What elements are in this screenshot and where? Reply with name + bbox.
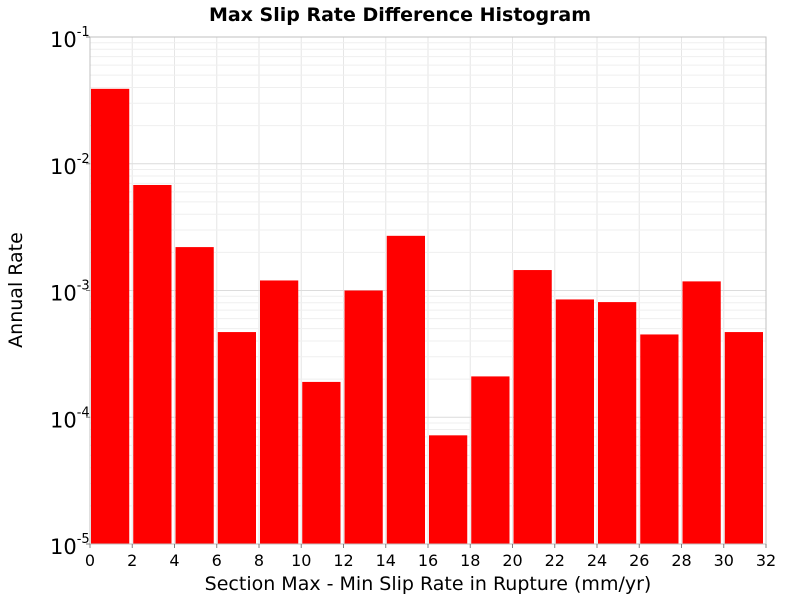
bar-10: [513, 270, 552, 544]
x-tick-label: 14: [376, 551, 396, 570]
bar-11: [555, 299, 594, 544]
x-tick-label: 22: [545, 551, 565, 570]
x-tick-label: 18: [460, 551, 480, 570]
chart-title: Max Slip Rate Difference Histogram: [209, 4, 591, 26]
y-tick-exponent: -1: [77, 25, 90, 40]
x-tick-label: 26: [629, 551, 649, 570]
bar-3: [217, 332, 256, 544]
x-tick-label: 4: [169, 551, 179, 570]
bar-13: [640, 334, 679, 544]
y-tick-exponent: -2: [77, 152, 90, 167]
bar-6: [344, 290, 383, 544]
bar-9: [471, 376, 510, 544]
y-tick-exponent: -4: [77, 405, 90, 420]
x-tick-label: 16: [418, 551, 438, 570]
y-tick-label: 10-4: [50, 405, 90, 432]
bar-15: [724, 332, 763, 544]
x-tick-label: 2: [127, 551, 137, 570]
bar-2: [175, 247, 214, 544]
x-tick-label: 10: [291, 551, 311, 570]
x-tick-label: 8: [254, 551, 264, 570]
bar-1: [133, 184, 172, 544]
bar-7: [386, 235, 425, 544]
x-tick-label: 12: [333, 551, 353, 570]
y-axis-ticks: 10-5 10-4 10-3 10-2 10-1: [50, 25, 90, 559]
x-tick-label: 24: [587, 551, 607, 570]
bar-8: [429, 435, 468, 544]
y-axis-label: Annual Rate: [5, 232, 27, 348]
x-tick-label: 0: [85, 551, 95, 570]
y-tick-label: 10-1: [50, 25, 90, 52]
x-tick-label: 28: [671, 551, 691, 570]
bar-12: [598, 302, 637, 544]
x-tick-label: 30: [714, 551, 734, 570]
bar-0: [91, 88, 130, 545]
y-tick-exponent: -3: [77, 279, 90, 294]
y-tick-label: 10-2: [50, 152, 90, 179]
bar-14: [682, 281, 721, 544]
bar-5: [302, 381, 341, 544]
x-axis-ticks: 0 2 4 6 8 10 12 14 16 18 20 22 24 26 28 30 32: [85, 544, 776, 570]
y-tick-label: 10-3: [50, 279, 90, 306]
bar-4: [260, 280, 299, 544]
x-tick-label: 6: [212, 551, 222, 570]
y-tick-exponent: -5: [77, 532, 90, 547]
y-tick-label: 10-5: [50, 532, 90, 559]
x-tick-label: 32: [756, 551, 776, 570]
x-tick-label: 20: [502, 551, 522, 570]
x-axis-label: Section Max - Min Slip Rate in Rupture (…: [205, 573, 652, 595]
bars-group: [91, 88, 763, 545]
